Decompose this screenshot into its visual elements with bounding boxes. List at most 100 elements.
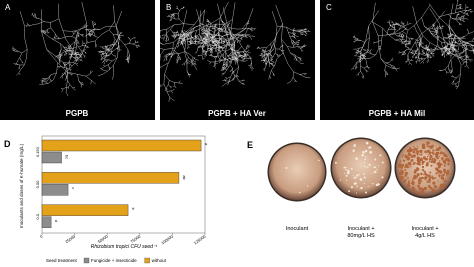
colony — [426, 180, 429, 183]
colony — [416, 173, 420, 177]
colony — [365, 191, 368, 194]
colony — [430, 160, 433, 164]
colony — [363, 182, 365, 185]
colony — [343, 172, 346, 174]
colony — [407, 157, 410, 160]
colony — [437, 165, 441, 169]
legend-title: Seed treatment — [46, 258, 78, 263]
dish-label: 4g/L HS — [415, 233, 435, 239]
agar — [332, 139, 390, 197]
x-tick-label: 50000 — [97, 233, 110, 244]
colony — [339, 179, 341, 181]
colony — [345, 179, 348, 181]
colony — [423, 146, 426, 149]
colony — [363, 176, 366, 179]
colony — [440, 163, 443, 166]
bar — [41, 172, 180, 184]
root — [160, 5, 206, 67]
colony — [404, 169, 407, 171]
colony — [352, 175, 354, 177]
colony — [306, 185, 309, 187]
colony — [431, 188, 436, 193]
colony — [435, 167, 439, 172]
y-tick-label: 0.50 — [35, 180, 40, 189]
colony — [432, 160, 436, 164]
colony — [354, 176, 357, 179]
colony — [407, 182, 410, 185]
colony — [407, 161, 411, 166]
colony — [437, 180, 439, 182]
colony — [432, 149, 435, 152]
colony — [446, 175, 448, 177]
bar-letter: ab — [182, 175, 187, 180]
colony — [423, 173, 425, 176]
colony — [406, 149, 410, 153]
colony — [425, 157, 428, 161]
colony — [416, 145, 419, 148]
colony — [437, 170, 439, 172]
root — [173, 10, 236, 50]
colony — [410, 155, 414, 158]
colony — [435, 172, 438, 175]
bar — [41, 184, 69, 196]
colony — [404, 166, 407, 169]
colony — [416, 162, 418, 165]
legend-swatch — [83, 257, 90, 264]
colony — [415, 184, 417, 186]
panel-caption: PGPB + HA Ver — [208, 109, 266, 118]
colony — [425, 164, 428, 166]
colony — [356, 185, 358, 187]
colony — [412, 154, 416, 158]
colony — [379, 154, 382, 157]
colony — [401, 156, 404, 158]
colony — [415, 188, 417, 190]
colony — [426, 145, 429, 147]
colony — [285, 167, 288, 170]
colony — [412, 181, 415, 184]
colony — [414, 147, 418, 151]
colony — [421, 143, 426, 147]
colony — [413, 147, 416, 149]
colony — [417, 184, 420, 187]
photo-c — [320, 0, 474, 120]
colony — [445, 157, 449, 161]
colony — [447, 162, 450, 166]
colony — [429, 186, 432, 189]
colony — [420, 180, 423, 182]
colony — [430, 164, 433, 167]
colony — [442, 178, 445, 181]
colony — [443, 153, 447, 158]
colony — [433, 185, 437, 188]
colony — [353, 144, 356, 147]
colony — [352, 149, 355, 152]
colony — [401, 176, 405, 179]
colony — [426, 173, 428, 176]
colony — [366, 166, 369, 169]
root — [12, 11, 28, 76]
colony — [413, 174, 417, 178]
colony — [437, 151, 440, 155]
colony — [345, 174, 348, 177]
colony — [421, 160, 425, 164]
colony — [443, 152, 445, 154]
bar — [41, 139, 202, 152]
colony — [412, 163, 414, 166]
colony — [439, 186, 442, 189]
colony — [367, 185, 369, 187]
colony — [443, 170, 447, 174]
colony — [407, 177, 409, 179]
colony — [445, 178, 447, 180]
panel-letter: C — [326, 3, 332, 12]
colony — [428, 182, 430, 184]
y-axis-label: Inoculants and doses of K-humate (mg/L) — [19, 143, 24, 228]
root-system — [12, 1, 141, 97]
colony — [406, 165, 409, 169]
colony — [419, 163, 422, 166]
colony — [431, 144, 434, 148]
colony — [420, 187, 423, 190]
colony — [441, 158, 444, 161]
colony — [433, 153, 435, 155]
colony — [372, 172, 374, 174]
